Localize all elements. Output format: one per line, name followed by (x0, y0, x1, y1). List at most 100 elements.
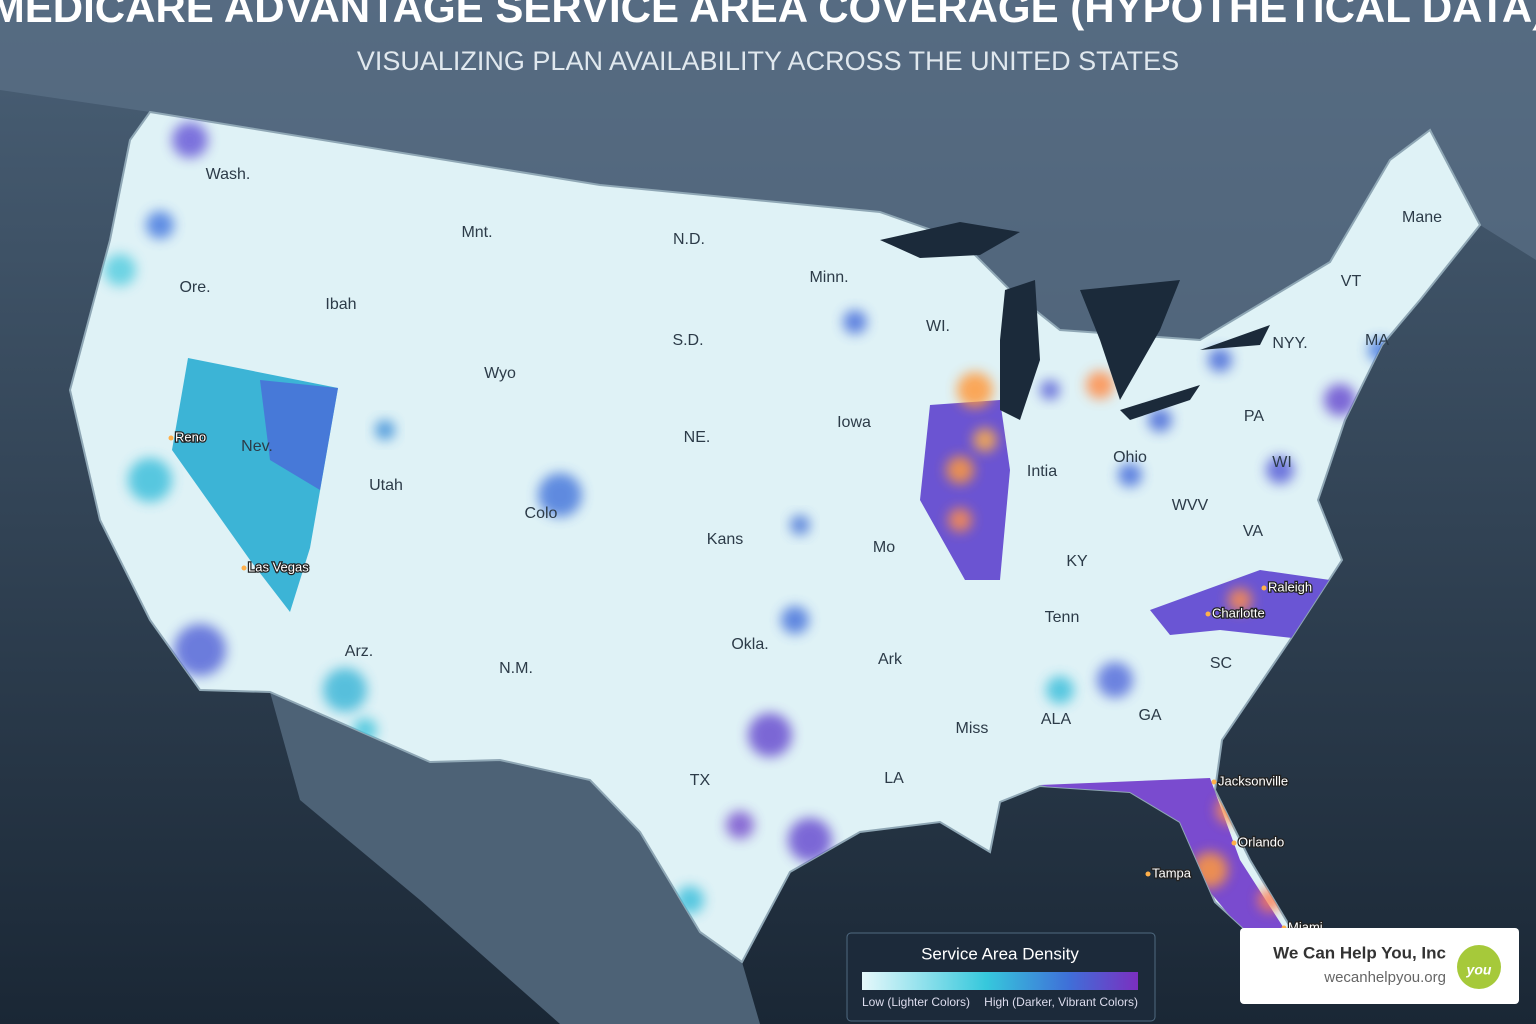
heat-blob (726, 811, 754, 839)
great-lakes (880, 222, 1270, 420)
heat-blob (375, 420, 395, 440)
brand-logo-text: you (1466, 962, 1492, 978)
state-label: Wash. (206, 166, 251, 183)
state-label: ALA (1041, 711, 1072, 728)
city-label: Tampa (1152, 865, 1192, 880)
state-label: LA (884, 770, 904, 787)
heat-layer (104, 122, 1392, 940)
state-label: WI (1272, 454, 1292, 471)
state-label: VA (1243, 523, 1263, 540)
state-label: GA (1138, 707, 1161, 724)
state-label: S.D. (672, 332, 703, 349)
heat-blob (146, 211, 174, 239)
brand-box (1240, 928, 1519, 1004)
state-label: NE. (684, 429, 711, 446)
heat-blob (1040, 380, 1060, 400)
heat-blob (948, 508, 972, 532)
state-label: Minn. (809, 269, 848, 286)
city-dot (241, 565, 247, 571)
heat-blob (973, 428, 997, 452)
state-label: Mo (873, 539, 895, 556)
canada (0, 0, 1536, 340)
city-dot (1211, 779, 1217, 785)
brand-name: We Can Help You, Inc (1273, 943, 1446, 962)
heat-blob (1228, 588, 1252, 612)
state-label: WVV (1172, 497, 1209, 514)
state-label: WI. (926, 318, 950, 335)
state-label: Mane (1402, 209, 1442, 226)
heat-blob (1046, 676, 1074, 704)
heat-blob (946, 456, 974, 484)
state-label: Ohio (1113, 449, 1147, 466)
brand-url: wecanhelpyou.org (1323, 969, 1446, 986)
city-dot (1231, 840, 1237, 846)
city-label: Raleigh (1268, 579, 1312, 594)
state-label: PA (1244, 408, 1264, 425)
city-label: Charlotte (1212, 605, 1265, 620)
heat-blob (1097, 662, 1133, 698)
state-label: Kans (707, 531, 743, 548)
heat-blob (1208, 348, 1232, 372)
state-label: MA (1365, 332, 1389, 349)
heat-blob (957, 372, 993, 408)
nevada-area (260, 380, 338, 490)
state-label: Iowa (837, 414, 871, 431)
legend-title: Service Area Density (921, 944, 1079, 963)
state-label: Tenn (1045, 609, 1080, 626)
labels: Wash. Mnt. N.D. Minn. Mane Ore. Ibah S.D. WI. VT N… (168, 166, 1442, 936)
state-label: Arz. (345, 643, 373, 660)
state-label: Miss (956, 720, 989, 737)
heat-blob (1324, 384, 1356, 416)
legend-gradient (862, 972, 1138, 990)
title: MEDICARE ADVANTAGE SERVICE AREA COVERAGE… (0, 0, 1536, 31)
city-label: Las Vegas (248, 559, 309, 574)
heat-blob (790, 515, 810, 535)
brand-logo (1457, 945, 1501, 989)
city-dot (1145, 871, 1151, 877)
state-label: SC (1210, 655, 1232, 672)
heat-blob (1118, 463, 1142, 487)
state-label: Ore. (179, 279, 210, 296)
heat-blob (172, 122, 208, 158)
state-label: Ibah (325, 296, 356, 313)
heat-blob (538, 473, 582, 517)
state-label: Ark (878, 651, 903, 668)
heat-blob (1086, 371, 1114, 399)
state-label: NYY. (1272, 335, 1307, 352)
legend: Service Area Density Low (Lighter Colors… (846, 932, 1156, 1022)
city-dot (1261, 585, 1267, 591)
state-label: N.D. (673, 231, 705, 248)
state-label: Intia (1027, 463, 1057, 480)
state-label: VT (1341, 273, 1362, 290)
state-label: Colo (525, 505, 558, 522)
legend-low: Low (Lighter Colors) (862, 995, 970, 1009)
heat-blob (788, 818, 832, 862)
city-label: Jacksonville (1218, 773, 1288, 788)
heat-blob (843, 310, 867, 334)
city-dot (1205, 611, 1211, 617)
heat-blob (1266, 456, 1294, 484)
city-label: Orlando (1238, 834, 1284, 849)
state-label: KY (1066, 553, 1088, 570)
city-dot (168, 435, 174, 441)
state-label: N.M. (499, 660, 533, 677)
subtitle: VISUALIZING PLAN AVAILABILITY ACROSS THE… (357, 46, 1179, 76)
brand-card[interactable]: We Can Help You, Inc wecanhelpyou.org yo… (1240, 928, 1519, 1004)
city-label: Reno (175, 429, 206, 444)
state-label: Okla. (731, 636, 768, 653)
heat-blob (128, 458, 172, 502)
heat-blob (781, 606, 809, 634)
state-label: Wyo (484, 365, 516, 382)
heat-blob (748, 713, 792, 757)
heat-blob (1148, 408, 1172, 432)
state-label: Mnt. (461, 224, 492, 241)
mexico (270, 692, 760, 1024)
heat-blob (323, 668, 367, 712)
state-label: TX (690, 772, 711, 789)
heat-blob (174, 624, 226, 676)
state-label: Utah (369, 477, 403, 494)
state-label: Nev. (241, 438, 273, 455)
heat-blob (104, 254, 136, 286)
legend-high: High (Darker, Vibrant Colors) (984, 995, 1138, 1009)
